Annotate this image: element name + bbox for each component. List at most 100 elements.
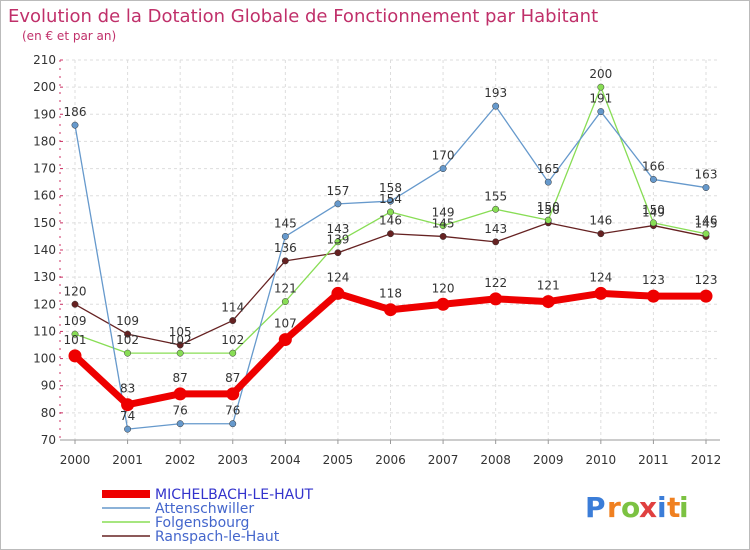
- y-tick-label: 170: [33, 162, 56, 176]
- data-label-0: 118: [379, 287, 402, 301]
- y-tick-label: 90: [41, 379, 56, 393]
- data-point-2: [229, 349, 237, 357]
- data-label-3: 114: [221, 301, 244, 315]
- data-point-0: [489, 292, 503, 306]
- data-label-1: 193: [484, 86, 507, 100]
- data-point-0: [594, 286, 608, 300]
- data-label-2: 143: [326, 222, 349, 236]
- x-tick-label: 2006: [375, 453, 406, 467]
- data-point-0: [384, 303, 397, 317]
- x-tick-label: 2009: [533, 453, 564, 467]
- data-point-2: [387, 208, 394, 216]
- data-label-2: 102: [221, 333, 244, 347]
- x-tick-label: 2007: [428, 453, 459, 467]
- x-tick-label: 2002: [165, 453, 196, 467]
- data-point-0: [699, 289, 713, 303]
- data-point-1: [439, 165, 447, 173]
- data-point-1: [176, 420, 184, 428]
- y-tick-label: 150: [33, 216, 56, 230]
- data-label-1: 74: [120, 409, 135, 423]
- x-tick-label: 2001: [112, 453, 143, 467]
- data-label-3: 145: [432, 216, 455, 230]
- data-point-2: [597, 83, 605, 91]
- data-point-1: [387, 197, 394, 205]
- x-tick-label: 2005: [323, 453, 354, 467]
- data-label-1: 76: [173, 404, 188, 418]
- data-label-0: 107: [274, 317, 297, 331]
- data-point-3: [492, 238, 500, 246]
- data-label-0: 83: [120, 382, 135, 396]
- data-point-3: [281, 257, 289, 265]
- data-label-0: 124: [589, 270, 612, 284]
- y-tick-label: 210: [33, 53, 56, 67]
- y-tick-label: 70: [41, 433, 56, 447]
- data-point-3: [229, 317, 237, 325]
- data-label-3: 136: [274, 241, 297, 255]
- data-label-1: 145: [274, 216, 297, 230]
- data-point-1: [649, 175, 657, 183]
- legend-label-0: MICHELBACH-LE-HAUT: [155, 487, 313, 503]
- data-point-1: [544, 178, 552, 186]
- data-point-2: [71, 330, 79, 338]
- legend-label-2: Folgensbourg: [155, 515, 249, 531]
- y-tick-label: 110: [33, 324, 56, 338]
- data-label-3: 150: [537, 203, 560, 217]
- data-label-1: 158: [379, 181, 402, 195]
- data-point-1: [229, 420, 237, 428]
- data-point-0: [68, 349, 82, 363]
- data-point-1: [124, 425, 132, 433]
- data-label-2: 146: [695, 214, 718, 228]
- y-tick-label: 120: [33, 297, 56, 311]
- data-label-0: 87: [225, 371, 240, 385]
- data-point-2: [702, 230, 710, 238]
- data-point-0: [121, 398, 135, 412]
- data-point-2: [281, 298, 289, 306]
- data-point-1: [702, 184, 710, 192]
- logo-letter: P: [585, 491, 606, 524]
- y-tick-label: 130: [33, 270, 56, 284]
- data-label-0: 123: [695, 273, 718, 287]
- data-point-2: [649, 219, 657, 227]
- data-label-2: 109: [64, 314, 87, 328]
- data-point-2: [544, 216, 552, 224]
- data-point-0: [226, 387, 240, 401]
- chart-title: Evolution de la Dotation Globale de Fonc…: [8, 6, 598, 27]
- data-point-2: [176, 349, 184, 357]
- data-label-1: 76: [225, 404, 240, 418]
- data-label-3: 146: [589, 214, 612, 228]
- x-tick-label: 2004: [270, 453, 301, 467]
- data-label-0: 124: [326, 270, 349, 284]
- data-label-0: 101: [64, 333, 87, 347]
- logo-letter: i: [657, 491, 667, 524]
- y-tick-label: 180: [33, 134, 56, 148]
- data-point-1: [334, 200, 342, 208]
- data-label-2: 102: [169, 333, 192, 347]
- data-label-0: 87: [173, 371, 188, 385]
- data-point-2: [124, 349, 132, 357]
- data-point-3: [176, 341, 184, 349]
- y-tick-label: 190: [33, 107, 56, 121]
- data-label-3: 143: [484, 222, 507, 236]
- y-tick-label: 140: [33, 243, 56, 257]
- logo-letter: t: [667, 491, 680, 524]
- x-tick-label: 2011: [638, 453, 669, 467]
- y-tick-label: 200: [33, 80, 56, 94]
- data-point-3: [597, 230, 605, 238]
- data-label-0: 122: [484, 276, 507, 290]
- x-tick-label: 2003: [217, 453, 248, 467]
- x-tick-label: 2008: [480, 453, 511, 467]
- data-label-1: 170: [432, 149, 455, 163]
- data-point-3: [387, 230, 394, 238]
- x-tick-label: 2000: [60, 453, 91, 467]
- data-label-0: 121: [537, 279, 560, 293]
- data-point-3: [124, 330, 132, 338]
- data-label-2: 154: [379, 192, 402, 206]
- data-point-0: [436, 297, 450, 311]
- logo-letter: r: [607, 491, 621, 524]
- logo-letter: i: [679, 491, 689, 524]
- data-label-3: 105: [169, 325, 192, 339]
- x-tick-label: 2012: [691, 453, 722, 467]
- data-label-3: 139: [326, 233, 349, 247]
